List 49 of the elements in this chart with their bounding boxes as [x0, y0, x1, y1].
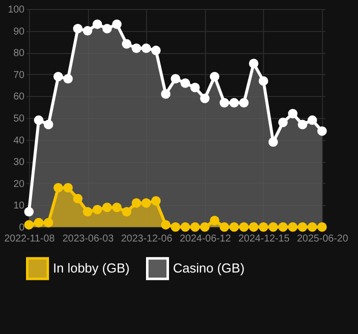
x-tick-label: 2024-12-15	[238, 234, 290, 244]
point	[141, 44, 151, 53]
point	[190, 82, 200, 92]
y-tick-label: 30	[13, 157, 25, 168]
point	[180, 78, 190, 88]
point	[160, 89, 170, 99]
y-tick-label: 60	[13, 92, 25, 103]
point	[248, 58, 258, 68]
y-tick-label: 90	[13, 26, 25, 38]
point	[210, 72, 220, 82]
point	[200, 94, 210, 104]
point	[298, 120, 308, 130]
legend-label: In lobby (GB)	[53, 260, 130, 276]
y-tick-label: 40	[13, 135, 25, 146]
y-tick-label: 10	[13, 200, 25, 212]
point	[34, 115, 44, 125]
point	[92, 20, 102, 29]
y-tick-label: 50	[13, 114, 25, 124]
y-tick-label: 20	[13, 178, 25, 190]
point	[112, 20, 122, 29]
point	[170, 74, 180, 84]
x-tick-label: 2022-11-08	[4, 234, 56, 244]
y-tick-label: 100	[8, 4, 25, 16]
point	[73, 24, 83, 34]
point	[132, 44, 142, 53]
point	[220, 98, 230, 108]
point	[317, 126, 327, 136]
point	[63, 74, 73, 84]
point	[122, 39, 132, 49]
point	[82, 26, 92, 36]
x-tick-label: 2024-06-12	[180, 234, 232, 244]
point	[278, 118, 288, 128]
point	[44, 120, 54, 130]
legend-label: Casino (GB)	[173, 260, 245, 276]
x-tick-label: 2023-12-06	[121, 234, 173, 244]
point	[288, 108, 298, 118]
point	[54, 72, 63, 82]
point	[258, 76, 268, 86]
x-tick-label: 2025-06-20	[296, 234, 349, 244]
point	[268, 137, 278, 147]
point	[308, 115, 318, 125]
point	[102, 24, 112, 34]
y-tick-label: 0	[18, 222, 25, 234]
point	[239, 98, 249, 108]
point	[151, 46, 161, 56]
y-tick-label: 80	[13, 48, 25, 60]
point	[229, 98, 239, 108]
x-tick-label: 2023-06-03	[62, 234, 114, 244]
y-tick-label: 70	[13, 70, 25, 81]
